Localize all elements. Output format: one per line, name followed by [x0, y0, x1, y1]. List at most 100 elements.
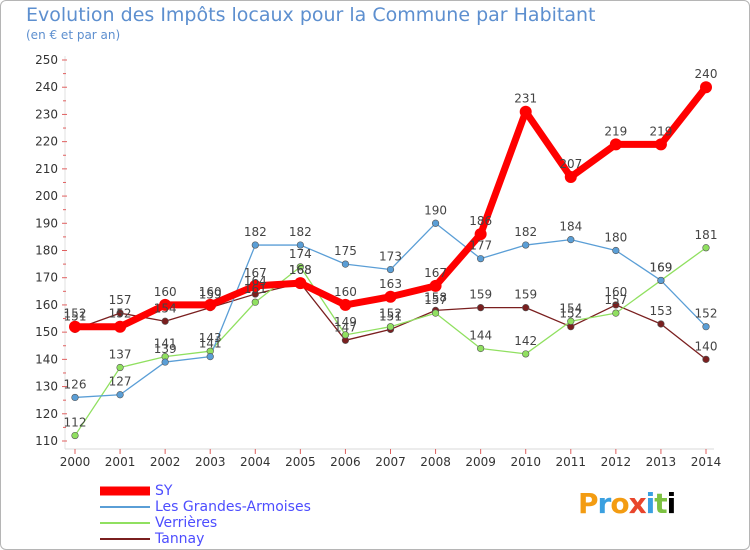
data-point: [249, 279, 262, 292]
data-point: [657, 320, 665, 328]
data-point: [522, 241, 530, 249]
legend-swatch: [100, 538, 150, 540]
data-point: [522, 304, 530, 312]
legend-swatch: [100, 506, 150, 508]
legend-swatch: [100, 522, 150, 524]
data-label: 160: [334, 285, 357, 299]
data-label: 168: [289, 263, 312, 277]
data-point: [204, 298, 217, 311]
chart-title: Evolution des Impôts locaux pour la Comm…: [26, 4, 596, 26]
data-point: [161, 317, 169, 325]
data-point: [612, 309, 620, 317]
y-tick-label: 180: [35, 244, 58, 258]
data-label: 152: [379, 307, 402, 321]
data-point: [612, 301, 620, 309]
data-label: 154: [559, 301, 582, 315]
data-label: 231: [514, 92, 537, 106]
data-label: 180: [604, 231, 627, 245]
data-point: [116, 363, 124, 372]
data-label: 175: [334, 244, 357, 258]
data-point: [251, 241, 259, 249]
data-point: [114, 320, 127, 333]
data-label: 167: [244, 266, 267, 280]
data-label: 141: [154, 337, 177, 351]
data-label: 127: [109, 375, 132, 389]
data-point: [294, 277, 307, 290]
data-label: 184: [559, 220, 582, 234]
y-tick-label: 220: [35, 135, 58, 149]
y-tick-label: 250: [35, 53, 58, 67]
y-tick-label: 230: [35, 107, 58, 121]
data-point: [159, 298, 172, 311]
data-point: [567, 236, 575, 244]
y-tick-label: 150: [35, 325, 58, 339]
data-point: [429, 279, 442, 292]
data-label: 219: [649, 124, 672, 138]
data-point: [386, 265, 395, 274]
x-tick-label: 2005: [285, 455, 316, 469]
data-label: 139: [154, 342, 177, 356]
data-point: [431, 309, 440, 317]
data-label: 160: [199, 285, 222, 299]
data-point: [71, 393, 79, 402]
data-label: 173: [379, 250, 402, 264]
data-point: [386, 323, 395, 331]
data-label: 161: [244, 282, 267, 296]
data-label: 152: [559, 307, 582, 321]
y-tick-label: 210: [35, 162, 58, 176]
data-label: 159: [469, 288, 492, 302]
data-label: 151: [379, 309, 402, 323]
y-tick-label: 240: [35, 80, 58, 94]
data-point: [612, 246, 620, 255]
data-point: [609, 138, 622, 151]
data-label: 152: [109, 307, 132, 321]
data-label: 142: [514, 334, 537, 348]
data-label: 154: [154, 301, 177, 315]
x-tick-label: 2008: [420, 455, 451, 469]
data-label: 240: [695, 67, 718, 81]
data-label: 207: [559, 157, 582, 171]
data-point: [567, 317, 575, 325]
y-tick-label: 130: [35, 380, 58, 394]
x-tick-label: 2013: [646, 455, 677, 469]
legend-label: SY: [155, 483, 173, 499]
data-label: 141: [199, 337, 222, 351]
data-point: [477, 255, 485, 263]
x-tick-label: 2012: [601, 455, 632, 469]
data-point: [702, 323, 710, 331]
data-label: 159: [514, 288, 537, 302]
data-label: 140: [695, 339, 718, 353]
data-label: 159: [199, 288, 222, 302]
x-tick-label: 2001: [105, 455, 136, 469]
data-point: [657, 276, 665, 285]
data-point: [206, 353, 214, 361]
data-point: [474, 228, 487, 241]
data-label: 182: [514, 225, 537, 239]
data-label: 152: [695, 307, 718, 321]
x-tick-label: 2002: [150, 455, 181, 469]
data-point: [341, 331, 350, 339]
data-label: 182: [289, 225, 312, 239]
data-point: [654, 138, 667, 151]
data-label: 158: [424, 290, 447, 304]
data-label: 144: [469, 328, 492, 342]
data-point: [522, 350, 530, 358]
proxiti-logo: Proxiti: [578, 487, 676, 520]
data-label: 151: [64, 309, 87, 323]
chart-subtitle: (en € et par an): [26, 28, 121, 42]
data-point: [116, 309, 124, 317]
data-label: 157: [109, 293, 132, 307]
data-label: 186: [469, 214, 492, 228]
x-tick-label: 2010: [510, 455, 541, 469]
data-label: 167: [424, 266, 447, 280]
y-tick-label: 160: [35, 298, 58, 312]
x-tick-label: 2007: [375, 455, 406, 469]
data-point: [116, 391, 124, 399]
data-point: [477, 304, 485, 312]
x-tick-label: 2000: [60, 455, 91, 469]
data-label: 147: [334, 320, 357, 334]
data-point: [71, 431, 79, 440]
data-point: [251, 298, 259, 306]
data-label: 160: [154, 285, 177, 299]
